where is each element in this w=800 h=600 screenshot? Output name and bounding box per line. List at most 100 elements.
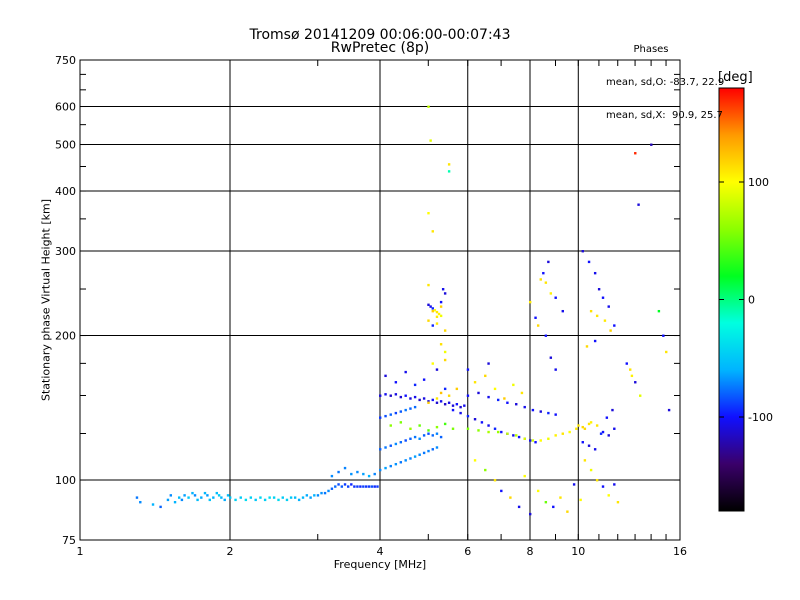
y-tick-label: 500 [55,139,76,152]
data-point [439,400,443,403]
x-tick-label: 8 [527,545,534,558]
data-point [323,491,327,495]
data-point [435,368,439,371]
phases-header: Phases [633,44,669,55]
data-point [493,479,497,482]
data-point [515,403,518,406]
data-point [413,405,417,409]
data-point [443,422,447,426]
data-point [443,387,447,391]
data-point [394,411,398,415]
data-point [159,505,162,509]
data-point [379,468,382,472]
data-point [484,374,487,378]
data-point [447,163,451,166]
data-point [384,446,387,449]
data-point [523,405,526,409]
data-point [431,398,434,402]
data-point [418,424,421,427]
data-point [667,408,671,412]
data-point [239,496,242,499]
data-point [404,439,407,442]
data-point [439,391,443,395]
data-point [534,316,537,319]
data-point [517,505,521,509]
data-point [346,485,350,488]
data-point [601,485,605,488]
data-point [506,401,509,404]
data-point [356,470,359,474]
data-point [427,401,430,404]
data-point [431,230,434,233]
data-point [327,489,330,493]
data-point [487,424,490,427]
data-point [609,329,612,332]
data-point [554,368,557,371]
data-point [593,339,597,343]
data-point [559,496,562,499]
data-point [455,403,459,406]
scatter-points [135,105,671,516]
data-point [473,459,477,462]
x-tick-label: 1 [77,545,84,558]
data-point [657,309,661,313]
data-point [422,451,426,455]
data-point [166,498,170,502]
data-point [593,271,597,275]
data-point [515,434,518,437]
data-point [399,410,403,413]
data-point [589,468,593,472]
data-point [330,487,334,490]
data-point [362,472,365,476]
data-point [517,435,521,439]
data-point [581,425,584,429]
y-tick-labels: 75 100 200 300 400 500 600 750 [55,54,76,547]
data-point [439,314,443,318]
data-point [431,309,434,313]
data-point [389,444,392,447]
data-point [595,424,599,427]
data-point [520,391,524,395]
data-point [362,485,365,488]
data-point [223,498,226,502]
data-point [455,387,459,391]
data-point [597,288,601,291]
data-point [506,432,509,435]
data-point [394,381,398,384]
data-point [587,422,591,426]
data-point [484,468,487,472]
data-point [599,432,603,435]
data-point [441,288,445,291]
data-point [451,427,455,430]
data-point [547,260,550,264]
data-point [305,494,309,497]
data-point [451,404,455,407]
data-point [281,496,284,499]
data-point [493,427,497,430]
data-point [575,427,578,430]
data-point [650,143,653,146]
data-point [343,466,347,470]
data-point [539,439,542,442]
data-point [365,485,368,488]
data-point [409,437,412,440]
data-point [566,510,569,513]
data-point [583,427,587,430]
data-point [379,416,382,419]
data-point [394,462,398,466]
data-point [429,305,432,308]
data-point [531,439,535,442]
data-point [443,403,447,406]
data-point [431,434,434,437]
data-point [229,496,232,499]
data-point [301,496,305,499]
data-point [500,489,503,493]
y-tick-label: 100 [55,474,76,487]
data-point [595,479,599,482]
data-point [613,483,616,486]
data-point [547,437,550,440]
data-point [435,310,439,314]
data-point [285,498,289,502]
data-point [443,358,447,362]
data-point [577,424,580,427]
